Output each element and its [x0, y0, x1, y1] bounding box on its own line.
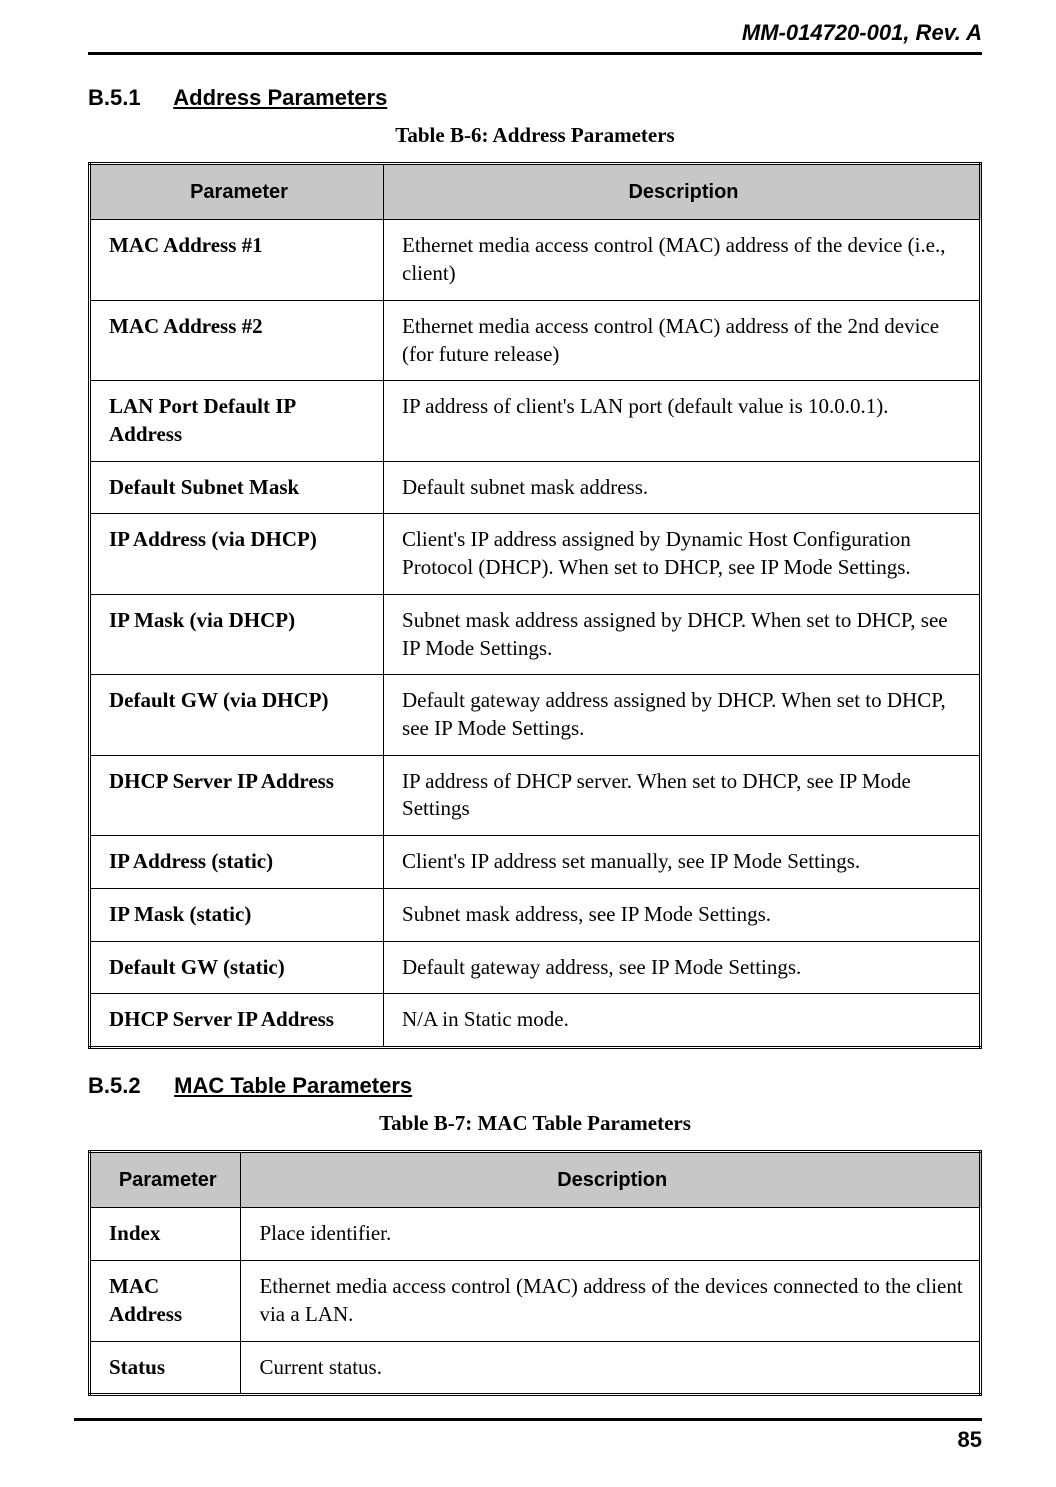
desc-cell: Ethernet media access control (MAC) addr…	[384, 220, 981, 300]
col-header-parameter: Parameter	[90, 164, 384, 220]
param-cell: DHCP Server IP Address	[90, 994, 384, 1048]
param-cell: MAC Address	[90, 1261, 241, 1341]
page-number: 85	[74, 1427, 982, 1453]
table-row: MAC Address #1Ethernet media access cont…	[90, 220, 981, 300]
param-cell: IP Mask (static)	[90, 888, 384, 941]
footer-rule	[74, 1418, 982, 1421]
desc-cell: Default gateway address, see IP Mode Set…	[384, 941, 981, 994]
section-heading-b51: B.5.1 Address Parameters	[88, 85, 982, 111]
table-row: IP Address (static)Client's IP address s…	[90, 836, 981, 889]
desc-cell: Default subnet mask address.	[384, 461, 981, 514]
col-header-parameter: Parameter	[90, 1152, 241, 1208]
desc-cell: IP address of client's LAN port (default…	[384, 381, 981, 461]
table-row: DHCP Server IP AddressN/A in Static mode…	[90, 994, 981, 1048]
table-header-row: Parameter Description	[90, 1152, 981, 1208]
page-footer: 85	[74, 1418, 982, 1453]
desc-cell: Place identifier.	[241, 1208, 981, 1261]
table-row: DHCP Server IP AddressIP address of DHCP…	[90, 755, 981, 835]
table-body: MAC Address #1Ethernet media access cont…	[90, 220, 981, 1048]
section-title: MAC Table Parameters	[174, 1073, 412, 1098]
desc-cell: Client's IP address set manually, see IP…	[384, 836, 981, 889]
table-row: IP Mask (via DHCP)Subnet mask address as…	[90, 594, 981, 674]
param-cell: IP Mask (via DHCP)	[90, 594, 384, 674]
table-body: IndexPlace identifier.MAC AddressEtherne…	[90, 1208, 981, 1395]
desc-cell: N/A in Static mode.	[384, 994, 981, 1048]
desc-cell: Ethernet media access control (MAC) addr…	[384, 300, 981, 380]
param-cell: Default GW (via DHCP)	[90, 675, 384, 755]
param-cell: Status	[90, 1341, 241, 1395]
table-row: Default Subnet MaskDefault subnet mask a…	[90, 461, 981, 514]
address-parameters-table: Parameter Description MAC Address #1Ethe…	[88, 162, 982, 1049]
table-row: MAC Address #2Ethernet media access cont…	[90, 300, 981, 380]
table-row: LAN Port Default IP AddressIP address of…	[90, 381, 981, 461]
table-row: IP Mask (static)Subnet mask address, see…	[90, 888, 981, 941]
table-row: MAC AddressEthernet media access control…	[90, 1261, 981, 1341]
desc-cell: Subnet mask address assigned by DHCP. Wh…	[384, 594, 981, 674]
param-cell: Default Subnet Mask	[90, 461, 384, 514]
param-cell: MAC Address #1	[90, 220, 384, 300]
desc-cell: IP address of DHCP server. When set to D…	[384, 755, 981, 835]
section-title: Address Parameters	[173, 85, 387, 110]
param-cell: IP Address (static)	[90, 836, 384, 889]
table-row: Default GW (via DHCP)Default gateway add…	[90, 675, 981, 755]
desc-cell: Default gateway address assigned by DHCP…	[384, 675, 981, 755]
table-caption-b6: Table B-6: Address Parameters	[88, 123, 982, 148]
mac-table-parameters-table: Parameter Description IndexPlace identif…	[88, 1150, 982, 1396]
param-cell: LAN Port Default IP Address	[90, 381, 384, 461]
col-header-description: Description	[241, 1152, 981, 1208]
doc-header: MM-014720-001, Rev. A	[88, 20, 982, 52]
section-number: B.5.1	[88, 85, 168, 111]
param-cell: IP Address (via DHCP)	[90, 514, 384, 594]
table-caption-b7: Table B-7: MAC Table Parameters	[88, 1111, 982, 1136]
header-rule	[88, 52, 982, 55]
param-cell: DHCP Server IP Address	[90, 755, 384, 835]
desc-cell: Subnet mask address, see IP Mode Setting…	[384, 888, 981, 941]
col-header-description: Description	[384, 164, 981, 220]
section-number: B.5.2	[88, 1073, 168, 1099]
desc-cell: Client's IP address assigned by Dynamic …	[384, 514, 981, 594]
table-row: IndexPlace identifier.	[90, 1208, 981, 1261]
table-header-row: Parameter Description	[90, 164, 981, 220]
table-row: IP Address (via DHCP)Client's IP address…	[90, 514, 981, 594]
desc-cell: Ethernet media access control (MAC) addr…	[241, 1261, 981, 1341]
param-cell: Default GW (static)	[90, 941, 384, 994]
section-heading-b52: B.5.2 MAC Table Parameters	[88, 1073, 982, 1099]
param-cell: Index	[90, 1208, 241, 1261]
table-row: StatusCurrent status.	[90, 1341, 981, 1395]
param-cell: MAC Address #2	[90, 300, 384, 380]
table-row: Default GW (static)Default gateway addre…	[90, 941, 981, 994]
desc-cell: Current status.	[241, 1341, 981, 1395]
page: MM-014720-001, Rev. A B.5.1 Address Para…	[0, 0, 1056, 1487]
